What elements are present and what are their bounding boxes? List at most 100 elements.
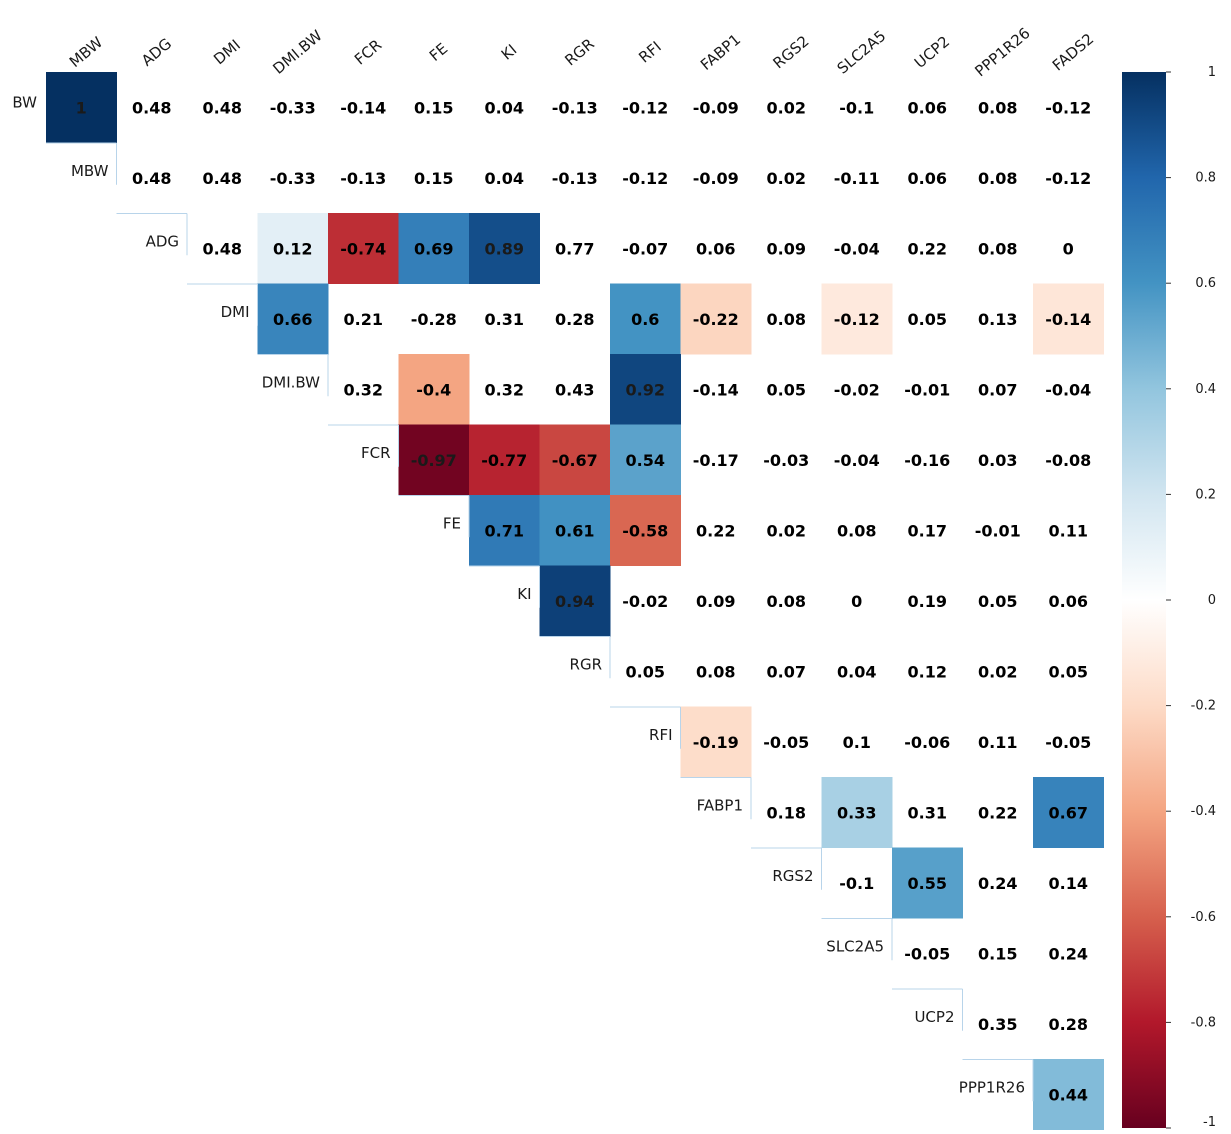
cell-value-KI-RFI: -0.02: [622, 592, 668, 611]
cell-value-DMI.BW-RGS2: 0.05: [767, 380, 806, 399]
cell-value-MBW-PPP1R26: 0.08: [978, 169, 1017, 188]
cell-value-MBW-KI: 0.04: [485, 169, 524, 188]
cell-value-BW-SLC2A5: -0.1: [839, 98, 874, 117]
cell-value-MBW-SLC2A5: -0.11: [834, 169, 880, 188]
cell-value-BW-FCR: -0.14: [340, 98, 386, 117]
cell-value-BW-RGS2: 0.02: [767, 98, 806, 117]
cell-value-RFI-SLC2A5: 0.1: [843, 733, 871, 752]
cell-value-BW-FABP1: -0.09: [693, 98, 739, 117]
cell-value-DMI-KI: 0.31: [485, 310, 524, 329]
cell-value-DMI.BW-FADS2: -0.04: [1045, 380, 1091, 399]
cell-value-MBW-RFI: -0.12: [622, 169, 668, 188]
cell-value-DMI.BW-FE: -0.4: [416, 380, 451, 399]
cell-value-RGR-RFI: 0.05: [626, 662, 665, 681]
cell-value-MBW-ADG: 0.48: [132, 169, 171, 188]
cell-value-BW-RFI: -0.12: [622, 98, 668, 117]
cell-value-FCR-SLC2A5: -0.04: [834, 451, 880, 470]
cell-value-RGR-PPP1R26: 0.02: [978, 662, 1017, 681]
cell-value-MBW-FABP1: -0.09: [693, 169, 739, 188]
cell-value-labels: 1 0.48 0.48 -0.33 -0.14 0.15 0.04 -0.13 -0.12 -0.…: [76, 98, 1092, 1104]
cell-value-FCR-PPP1R26: 0.03: [978, 451, 1017, 470]
cell-value-DMI-SLC2A5: -0.12: [834, 310, 880, 329]
row-label-FE: FE: [443, 514, 461, 532]
cell-value-ADG-UCP2: 0.22: [908, 239, 947, 258]
cell-value-DMI.BW-UCP2: -0.01: [904, 380, 950, 399]
colorbar-tick-label: -0.8: [1191, 1015, 1216, 1030]
cell-value-FE-UCP2: 0.17: [908, 521, 947, 540]
cell-value-DMI.BW-RGR: 0.43: [555, 380, 594, 399]
cell-value-PPP1R26-FADS2: 0.44: [1049, 1085, 1088, 1104]
colorbar-tick-label: 0.4: [1195, 382, 1216, 397]
column-label-KI: KI: [498, 41, 520, 64]
column-label-MBW: MBW: [66, 33, 106, 71]
cell-value-ADG-RGR: 0.77: [555, 239, 594, 258]
cell-value-FE-SLC2A5: 0.08: [837, 521, 876, 540]
cell-value-DMI-FCR: 0.21: [344, 310, 383, 329]
colorbar-tick-label: -0.4: [1191, 804, 1216, 819]
cell-value-KI-RGR: 0.94: [555, 592, 594, 611]
cell-value-RGR-UCP2: 0.12: [908, 662, 947, 681]
cell-value-DMI-RGR: 0.28: [555, 310, 594, 329]
colorbar-tick-label: -0.2: [1191, 699, 1216, 714]
cell-value-ADG-FE: 0.69: [414, 239, 453, 258]
cell-value-DMI-FABP1: -0.22: [693, 310, 739, 329]
cell-value-FCR-FABP1: -0.17: [693, 451, 739, 470]
cell-value-FE-RGS2: 0.02: [767, 521, 806, 540]
row-label-UCP2: UCP2: [914, 1008, 954, 1026]
cell-value-ADG-RFI: -0.07: [622, 239, 668, 258]
cell-value-FCR-RFI: 0.54: [626, 451, 665, 470]
cell-value-MBW-FADS2: -0.12: [1045, 169, 1091, 188]
cell-value-FE-RFI: -0.58: [622, 521, 668, 540]
cell-value-KI-FABP1: 0.09: [696, 592, 735, 611]
cell-value-BW-FADS2: -0.12: [1045, 98, 1091, 117]
cell-value-FCR-UCP2: -0.16: [904, 451, 950, 470]
column-label-DMI.BW: DMI.BW: [269, 26, 325, 77]
column-label-ADG: ADG: [138, 35, 175, 70]
cell-value-RFI-FADS2: -0.05: [1045, 733, 1091, 752]
cell-value-ADG-DMI.BW: 0.12: [273, 239, 312, 258]
cell-value-KI-UCP2: 0.19: [908, 592, 947, 611]
cell-value-BW-ADG: 0.48: [132, 98, 171, 117]
cell-value-BW-DMI.BW: -0.33: [270, 98, 316, 117]
row-label-DMI.BW: DMI.BW: [262, 373, 320, 391]
cell-value-RGS2-UCP2: 0.55: [908, 874, 947, 893]
cell-value-MBW-DMI: 0.48: [203, 169, 242, 188]
colorbar-tick-label: 0: [1208, 593, 1216, 608]
cell-value-RGR-FADS2: 0.05: [1049, 662, 1088, 681]
cell-value-ADG-FABP1: 0.06: [696, 239, 735, 258]
cell-value-RGR-SLC2A5: 0.04: [837, 662, 876, 681]
cell-value-DMI-FADS2: -0.14: [1045, 310, 1091, 329]
cell-value-SLC2A5-FADS2: 0.24: [1049, 944, 1088, 963]
column-label-PPP1R26: PPP1R26: [971, 24, 1033, 80]
row-label-DMI: DMI: [221, 303, 250, 321]
column-label-FCR: FCR: [351, 36, 385, 69]
cell-value-FCR-FE: -0.97: [411, 451, 457, 470]
row-label-PPP1R26: PPP1R26: [959, 1078, 1025, 1096]
cell-value-DMI-PPP1R26: 0.13: [978, 310, 1017, 329]
cell-value-FABP1-SLC2A5: 0.33: [837, 803, 876, 822]
cell-value-FCR-KI: -0.77: [481, 451, 527, 470]
row-label-RGR: RGR: [570, 655, 602, 673]
cell-value-BW-FE: 0.15: [414, 98, 453, 117]
cell-value-UCP2-FADS2: 0.28: [1049, 1015, 1088, 1034]
row-label-FABP1: FABP1: [697, 796, 743, 814]
cell-value-SLC2A5-UCP2: -0.05: [904, 944, 950, 963]
row-label-FCR: FCR: [361, 444, 391, 462]
row-label-SLC2A5: SLC2A5: [826, 937, 884, 955]
cell-value-MBW-FCR: -0.13: [340, 169, 386, 188]
cell-value-DMI.BW-KI: 0.32: [485, 380, 524, 399]
cell-value-UCP2-PPP1R26: 0.35: [978, 1015, 1017, 1034]
colorbar-gradient: [1122, 72, 1166, 1128]
column-label-RGS2: RGS2: [769, 32, 812, 72]
cell-value-MBW-FE: 0.15: [414, 169, 453, 188]
cell-value-DMI.BW-SLC2A5: -0.02: [834, 380, 880, 399]
cell-value-KI-PPP1R26: 0.05: [978, 592, 1017, 611]
cell-value-DMI-DMI.BW: 0.66: [273, 310, 312, 329]
cell-value-FE-RGR: 0.61: [555, 521, 594, 540]
cell-value-DMI.BW-FABP1: -0.14: [693, 380, 739, 399]
cell-value-MBW-DMI.BW: -0.33: [270, 169, 316, 188]
column-label-FABP1: FABP1: [697, 30, 744, 74]
cell-value-ADG-SLC2A5: -0.04: [834, 239, 880, 258]
cell-value-FABP1-UCP2: 0.31: [908, 803, 947, 822]
